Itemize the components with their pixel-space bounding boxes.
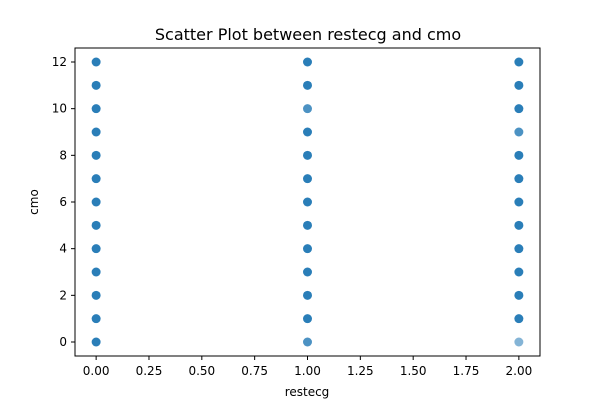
data-point-37 <box>514 80 524 90</box>
data-point-36 <box>514 104 524 114</box>
y-tick-label-6: 12 <box>52 55 67 69</box>
data-point-33 <box>514 174 524 184</box>
data-point-25 <box>303 57 312 67</box>
data-point-7 <box>91 174 101 184</box>
data-point-8 <box>91 150 101 160</box>
x-tick-label-7: 1.75 <box>453 364 480 378</box>
data-point-14 <box>303 314 312 324</box>
data-point-5 <box>91 220 101 230</box>
data-point-4 <box>91 244 101 254</box>
data-point-29 <box>514 267 524 277</box>
y-tick-label-5: 10 <box>52 102 67 116</box>
data-point-23 <box>303 104 312 114</box>
y-tick-label-0: 0 <box>59 335 67 349</box>
data-point-35 <box>514 127 524 137</box>
y-axis: 0 2 4 6 8 10 12 <box>52 55 75 349</box>
data-point-19 <box>303 197 312 207</box>
data-point-10 <box>91 104 101 114</box>
plot-frame <box>74 47 541 357</box>
data-point-27 <box>514 314 524 324</box>
data-point-31 <box>514 220 524 230</box>
x-tick-label-0: 0.00 <box>83 364 110 378</box>
data-point-20 <box>303 174 312 184</box>
data-point-11 <box>91 80 101 90</box>
data-point-15 <box>303 290 312 300</box>
y-tick-label-2: 4 <box>59 242 67 256</box>
data-point-2 <box>91 290 101 300</box>
chart-title: Scatter Plot between restecg and cmo <box>155 25 461 44</box>
x-tick-label-8: 2.00 <box>506 364 533 378</box>
y-tick-label-1: 2 <box>59 288 67 302</box>
data-point-30 <box>514 244 524 254</box>
x-tick-label-6: 1.50 <box>400 364 427 378</box>
x-tick-label-1: 0.25 <box>136 364 163 378</box>
data-point-17 <box>303 244 312 254</box>
data-point-38 <box>514 57 524 67</box>
x-tick-label-3: 0.75 <box>241 364 268 378</box>
data-point-34 <box>514 150 524 160</box>
data-point-26 <box>514 337 524 347</box>
data-point-22 <box>303 127 312 137</box>
y-axis-label: cmo <box>27 189 41 215</box>
x-tick-label-5: 1.25 <box>347 364 374 378</box>
x-tick-label-4: 1.00 <box>294 364 321 378</box>
data-point-13 <box>303 337 312 347</box>
y-tick-label-4: 8 <box>59 148 67 162</box>
data-point-0 <box>91 337 101 347</box>
data-point-18 <box>303 220 312 230</box>
data-point-1 <box>91 314 101 324</box>
data-point-24 <box>303 80 312 90</box>
data-point-3 <box>91 267 101 277</box>
data-point-28 <box>514 290 524 300</box>
data-point-32 <box>514 197 524 207</box>
data-points <box>91 57 524 347</box>
data-point-21 <box>303 150 312 160</box>
data-point-9 <box>91 127 101 137</box>
data-point-16 <box>303 267 312 277</box>
data-point-6 <box>91 197 101 207</box>
x-axis: 0.00 0.25 0.50 0.75 1.00 1.25 1.50 1.75 2.00 <box>83 356 532 378</box>
x-tick-label-2: 0.50 <box>188 364 215 378</box>
x-axis-label: restecg <box>285 385 330 399</box>
data-point-12 <box>91 57 101 67</box>
y-tick-label-3: 6 <box>59 195 67 209</box>
